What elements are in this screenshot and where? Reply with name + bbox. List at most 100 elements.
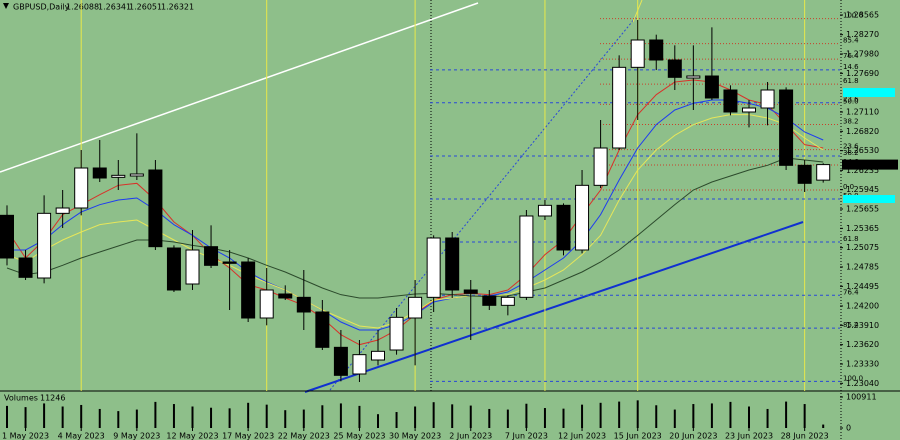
x-tick-label: 28 Jun 2023 (781, 432, 829, 440)
candle-body (18, 257, 33, 278)
x-tick-label: 9 May 2023 (113, 432, 160, 440)
candle-body (537, 204, 552, 217)
x-tick-label: 12 May 2023 (166, 432, 218, 440)
volume-title: Volumes (4, 394, 38, 403)
volume-tick-label: 0 (846, 424, 851, 433)
header-close: 1.26321 (161, 3, 194, 12)
y-tick-label: 1.28270 (846, 30, 879, 39)
candle-body (556, 204, 571, 251)
candle-body (166, 247, 181, 291)
trend-line (0, 2, 479, 173)
y-tick-label: 1.25655 (846, 205, 879, 214)
candle-body (686, 75, 701, 79)
x-tick-label: 30 May 2023 (389, 432, 441, 440)
candle-body (426, 237, 441, 298)
x-tick-label: 4 May 2023 (58, 432, 105, 440)
fibo-label: 38.2 (843, 118, 859, 126)
y-tick-label: 1.27110 (846, 108, 879, 117)
candle-body (0, 214, 14, 259)
candle-body (74, 167, 89, 209)
x-tick-label: 2 Jun 2023 (449, 432, 492, 440)
y-tick-label: 1.25365 (846, 224, 879, 233)
candle-body (333, 346, 348, 376)
x-tick-label: 25 May 2023 (333, 432, 385, 440)
x-tick-label: 20 Jun 2023 (669, 432, 717, 440)
candle-body (241, 261, 256, 319)
fibo-label: 76.4 (843, 288, 859, 296)
fibo-label: 23.6 (843, 96, 859, 104)
y-tick-label: 1.24495 (846, 282, 879, 291)
candle-body (37, 212, 52, 279)
candle-body (278, 293, 293, 299)
y-tick-label: 1.23620 (846, 340, 879, 349)
fibo-label: 85.4 (843, 37, 859, 45)
candle-body (612, 66, 627, 149)
y-tick-label: 1.23040 (846, 379, 879, 388)
candle-body (408, 296, 423, 319)
x-tick-label: 17 May 2023 (222, 432, 274, 440)
candle-body (575, 184, 590, 251)
overlay (843, 88, 895, 203)
y-tick-label: 1.26820 (846, 127, 879, 136)
fibo-label: 38.2 (843, 149, 859, 157)
y-tick-label: 1.23330 (846, 360, 879, 369)
fibo-label: 0.0 (843, 183, 854, 191)
candle-body (500, 296, 515, 306)
fibo-label: 61.8 (843, 235, 859, 243)
y-tick-label: 1.27980 (846, 50, 879, 59)
fibo-label: 100.0 (843, 374, 863, 382)
candle-body (816, 164, 831, 181)
candle-body (649, 39, 664, 61)
candle-body (389, 316, 404, 351)
candle-body (55, 207, 70, 214)
candle-body (797, 164, 812, 184)
x-tick-label: 23 Jun 2023 (725, 432, 773, 440)
candle-body (463, 289, 478, 294)
y-tick-label: 1.24785 (846, 263, 879, 272)
candle-body (779, 89, 794, 166)
candle-body (296, 296, 311, 313)
y-tick-label: 1.27690 (846, 69, 879, 78)
volume-last: 11246 (40, 394, 65, 403)
alert-marker (843, 195, 895, 203)
x-tick-label: 12 Jun 2023 (558, 432, 606, 440)
fibo-label: 100.0 (843, 12, 863, 20)
candle-body (371, 350, 385, 361)
candle-body (148, 169, 163, 248)
candle-body (667, 59, 682, 78)
volume-tick-label: 100911 (846, 393, 877, 402)
header-low: 1.26051 (129, 3, 162, 12)
alert-marker (843, 88, 895, 97)
header-high: 1.26341 (98, 3, 131, 12)
header-icon (3, 3, 9, 9)
y-tick-label: 1.25075 (846, 243, 879, 252)
fibo-label: 50.0 (843, 97, 859, 105)
y-tick-label: 1.26530 (846, 146, 879, 155)
y-tick-label: 1.25945 (846, 185, 879, 194)
fibo-label: 85.4 (843, 321, 859, 329)
candle-body (129, 173, 144, 177)
x-tick-label: 7 Jun 2023 (505, 432, 548, 440)
fibo-label: 76.4 (843, 52, 859, 60)
header-open: 1.26088 (66, 3, 99, 12)
candle-body (482, 295, 497, 306)
candle-body (704, 75, 719, 99)
candle-body (760, 89, 775, 109)
symbol: GBPUSD,Daily (13, 3, 70, 12)
y-tick-label: 1.28565 (846, 11, 879, 20)
candle-body (593, 147, 608, 186)
x-tick-label: 22 May 2023 (278, 432, 330, 440)
trend-line (304, 221, 804, 393)
candle-body (259, 289, 274, 319)
candle-body (315, 311, 330, 348)
header: GBPUSD,Daily 1.26088 1.26341 1.26051 1.2… (3, 3, 194, 403)
candle-body (185, 249, 200, 285)
fibo-trend-line (329, 16, 637, 391)
last-price: 1.26321 (846, 160, 879, 169)
last-price-box (842, 159, 898, 170)
fibo-label: 61.8 (843, 77, 859, 85)
candle-body (92, 167, 107, 179)
